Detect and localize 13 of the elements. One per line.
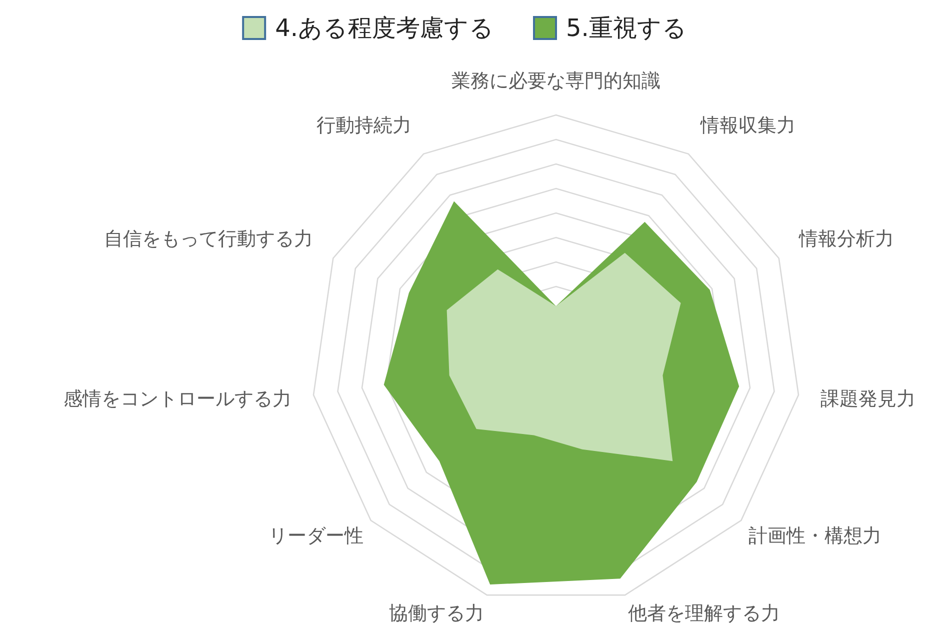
spoke-label: 感情をコントロールする力 <box>64 388 292 410</box>
spoke-label: 協働する力 <box>389 602 484 625</box>
spoke-label: 行動持続力 <box>316 114 412 136</box>
spoke-label: 他者を理解する力 <box>628 602 780 625</box>
legend-label: 5.重視する <box>566 14 687 42</box>
spoke-label: 情報分析力 <box>798 228 894 250</box>
legend-label: 4.ある程度考慮する <box>275 14 494 42</box>
spoke-label: リーダー性 <box>268 524 364 547</box>
spoke-label: 課題発見力 <box>820 388 916 410</box>
spoke-label: 計画性・構想力 <box>748 524 882 547</box>
spoke-label: 情報収集力 <box>699 114 796 136</box>
spoke-label: 自信をもって行動する力 <box>104 228 314 250</box>
spoke-label: 業務に必要な専門的知識 <box>452 70 660 92</box>
